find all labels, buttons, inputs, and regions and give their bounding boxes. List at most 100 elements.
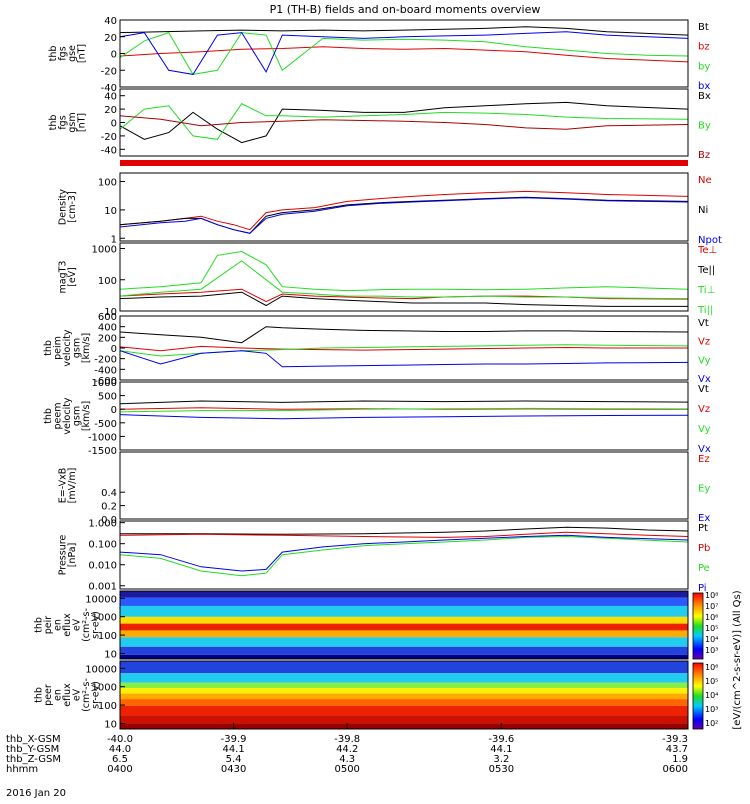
- y-axis-label: en: [53, 619, 64, 631]
- legend-entry: Ti||: [697, 305, 713, 316]
- legend-entry: Vt: [698, 384, 709, 395]
- legend-entry: bz: [698, 42, 710, 53]
- colorbar-tick-label: 10⁸: [705, 591, 718, 600]
- y-axis-label: sr-eV): [91, 611, 102, 639]
- legend-entry: Bz: [698, 150, 710, 161]
- y-axis-label: [cm-3]: [67, 191, 78, 222]
- legend-entry: Pe: [698, 563, 710, 574]
- y-tick-label: -600: [94, 376, 117, 387]
- legend-entry: By: [698, 121, 711, 132]
- spectrogram-band: [120, 630, 688, 638]
- y-axis-label: [km/s]: [81, 333, 92, 363]
- y-tick-label: 0.001: [88, 582, 117, 593]
- colorbar-tick-label: 10⁶: [705, 663, 718, 672]
- series-peem-velocity-Vy: [119, 407, 689, 413]
- y-tick-label: 20: [104, 33, 117, 44]
- y-axis-label: (cm²-s-: [81, 608, 92, 642]
- panel-density: 100 10 1 Density[cm-3] Ne Ni Npot: [57, 172, 722, 246]
- chart-title: P1 (TH-B) fields and on-board moments ov…: [270, 3, 541, 16]
- y-tick-label: 1.000: [88, 519, 117, 530]
- colorbar-tick-label: 10⁵: [705, 677, 718, 686]
- legend-entry: Vz: [698, 404, 710, 415]
- y-tick-label: -40: [101, 83, 117, 94]
- x-tick-label: 0430: [221, 764, 246, 775]
- y-axis-label: Density: [57, 189, 68, 225]
- y-tick-label: 0.100: [88, 540, 117, 551]
- y-axis-label: peer: [43, 684, 54, 706]
- panel-frame: [119, 381, 689, 451]
- y-tick-label: 100: [98, 701, 117, 712]
- colorbar-upper: [692, 592, 704, 660]
- x-row-label: hhmm: [6, 764, 38, 775]
- y-tick-label: 10000: [85, 664, 117, 675]
- y-axis-label: thb: [43, 340, 54, 356]
- colorbar-tick-label: 10²: [705, 719, 718, 728]
- y-axis-label: gse: [67, 45, 78, 62]
- y-tick-label: 500: [98, 392, 117, 403]
- y-tick-label: 100: [98, 631, 117, 642]
- x-tick-label: 4.3: [339, 754, 355, 765]
- y-axis-label: eflux: [62, 613, 73, 637]
- y-tick-label: 100: [98, 178, 117, 189]
- y-tick-label: -20: [101, 66, 117, 77]
- series-pressure-Pi: [119, 534, 689, 572]
- series-fgs-gsm-Bz: [119, 115, 689, 130]
- y-axis-label: thb: [48, 115, 59, 131]
- spectrogram-band: [120, 688, 688, 694]
- legend-entry: Ti⊥: [697, 285, 715, 296]
- y-tick-label: 200: [98, 333, 117, 344]
- spectrogram-band: [120, 616, 688, 624]
- series-density-Npot: [119, 197, 689, 234]
- y-axis-label: Pressure: [57, 535, 68, 576]
- y-tick-label: 40: [104, 16, 117, 27]
- spectrogram-band: [120, 605, 688, 617]
- panel-frame: [119, 590, 689, 660]
- y-tick-label: -1000: [88, 432, 117, 443]
- legend-entry: Pi: [698, 583, 707, 594]
- x-tick-label: -40.0: [107, 734, 133, 745]
- series-peim-velocity-Vz: [119, 345, 688, 352]
- series-peim-velocity-Vx: [119, 350, 689, 368]
- x-tick-label: 6.5: [112, 754, 128, 765]
- series-fgs-gse-bx: [119, 31, 689, 75]
- legend-entry: Vy: [698, 424, 711, 435]
- panel-frame: [119, 660, 689, 730]
- colorbar-tick-label: 10⁶: [705, 613, 718, 622]
- spectrogram-band: [120, 723, 688, 729]
- y-tick-label: 100: [98, 276, 117, 287]
- legend-entry: Ni: [698, 205, 708, 216]
- series-temperature-Te||: [119, 291, 688, 307]
- series-fgs-gse-Bt: [119, 26, 689, 36]
- series-pressure-Pb: [119, 531, 689, 538]
- panel-frame: [119, 451, 689, 520]
- y-tick-label: 10: [104, 719, 117, 730]
- y-tick-label: -500: [94, 419, 117, 430]
- spectrogram-band: [120, 646, 688, 655]
- x-tick-label: 0500: [334, 764, 359, 775]
- x-tick-label: 0600: [663, 764, 688, 775]
- panels: 40200-20-40thbfgsgse[nT]Btbzbybx40200-20…: [34, 16, 722, 730]
- y-tick-label: 10: [104, 649, 117, 660]
- x-tick-label: 1.9: [672, 754, 688, 765]
- colorbar-tick-label: 10⁴: [705, 635, 718, 644]
- series-peem-velocity-Vt: [119, 400, 689, 405]
- x-tick-label: 44.1: [490, 744, 512, 755]
- legend-entry: Te||: [697, 265, 715, 276]
- y-axis-label: thb: [34, 687, 45, 703]
- y-tick-label: 0.0: [101, 515, 117, 526]
- y-axis-label: magT3: [57, 261, 68, 294]
- panel-peir-spec: 10000 1000 100 10 thbpeirenefluxeV(cm²-s-sr-…: [34, 590, 689, 660]
- colorbar-tick-label: 10³: [705, 705, 718, 714]
- legend-entry: Ne: [698, 175, 712, 186]
- y-tick-label: -20: [101, 132, 117, 143]
- x-row-label: thb_Z-GSM: [6, 754, 61, 765]
- y-tick-label: 0.2: [101, 502, 117, 513]
- series-pressure-Pt: [120, 526, 689, 535]
- x-tick-label: -39.8: [334, 734, 360, 745]
- spectrogram-band: [120, 673, 688, 683]
- x-tick-label: -39.6: [488, 734, 514, 745]
- panel-pressure: 1.000 0.100 0.010 0.001 Pressure[nPa] Pt Pb Pe P…: [57, 519, 710, 594]
- y-axis-label: peim: [53, 336, 64, 360]
- panel-efield: 0.4 0.2 0.0 E=-VxB[mV/m] Ez Ey Ex: [57, 451, 710, 526]
